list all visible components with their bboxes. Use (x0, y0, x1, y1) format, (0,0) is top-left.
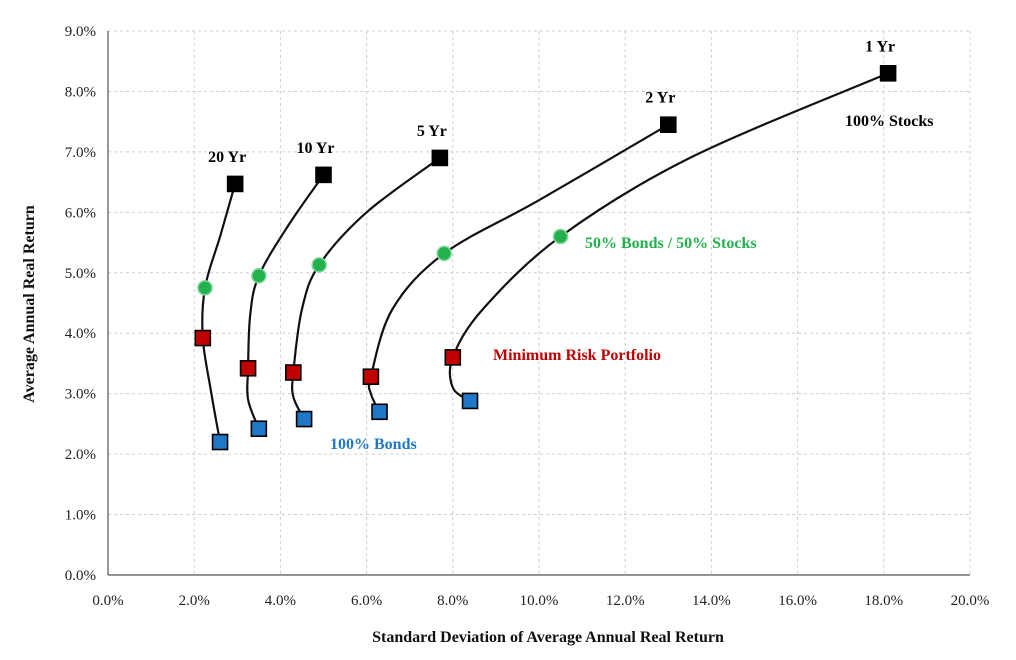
x-tick-label: 14.0% (692, 593, 731, 609)
grid-lines (108, 30, 971, 575)
x-tick-label: 12.0% (606, 593, 645, 609)
x-tick-label: 6.0% (351, 593, 382, 609)
x-tick-label: 2.0% (179, 593, 210, 609)
y-tick-label: 9.0% (65, 24, 96, 40)
y-tick-label: 2.0% (65, 447, 96, 463)
x-tick-label: 10.0% (520, 593, 559, 609)
annotation-50-50: 50% Bonds / 50% Stocks (585, 235, 757, 252)
x-tick-label: 16.0% (778, 593, 817, 609)
y-tick-label: 5.0% (65, 266, 96, 282)
horizon-label-5-yr: 5 Yr (417, 123, 447, 140)
y-tick-label: 0.0% (65, 568, 96, 584)
y-tick-label: 7.0% (65, 145, 96, 161)
mix-marker-10-yr (251, 268, 267, 284)
portfolio-markers (194, 65, 897, 451)
bonds-marker-5-yr (295, 410, 313, 428)
y-axis-title: Average Annual Real Return (21, 205, 38, 403)
stocks-marker-10-yr (315, 166, 332, 184)
bonds-marker-2-yr (371, 403, 388, 421)
mix-marker-5-yr (311, 257, 327, 273)
annotation-100-stocks: 100% Stocks (845, 113, 933, 130)
curve-2-yr (367, 123, 669, 413)
horizon-label-1-yr: 1 Yr (865, 38, 895, 55)
curve-1-yr (448, 72, 889, 402)
annotation-minimum-risk: Minimum Risk Portfolio (493, 347, 661, 364)
stocks-marker-20-yr (226, 175, 244, 193)
y-tick-label: 6.0% (65, 205, 96, 221)
horizon-label-20-yr: 20 Yr (208, 149, 246, 166)
stocks-marker-1-yr (879, 65, 897, 82)
curve-20-yr (201, 183, 237, 443)
mix-marker-1-yr (552, 228, 569, 245)
min-risk-marker-5-yr (285, 364, 302, 381)
horizon-label-2-yr: 2 Yr (645, 90, 675, 107)
bonds-marker-1-yr (461, 392, 479, 410)
horizon-label-10-yr: 10 Yr (296, 140, 334, 157)
x-tick-label: 4.0% (265, 593, 296, 609)
y-tick-label: 8.0% (65, 84, 96, 100)
min-risk-marker-10-yr (239, 359, 257, 377)
x-axis-title: Standard Deviation of Average Annual Rea… (372, 629, 724, 646)
mix-marker-2-yr (436, 245, 452, 262)
bonds-marker-20-yr (211, 433, 229, 451)
min-risk-marker-20-yr (194, 329, 212, 347)
stocks-marker-5-yr (431, 149, 449, 167)
bonds-marker-10-yr (250, 420, 268, 438)
y-tick-label: 1.0% (65, 508, 96, 524)
x-tick-label: 18.0% (864, 593, 903, 609)
curve-10-yr (246, 174, 325, 430)
x-tick-label: 20.0% (951, 593, 990, 609)
y-tick-label: 4.0% (65, 326, 96, 342)
stocks-marker-2-yr (659, 116, 677, 133)
frontier-curves (201, 72, 889, 443)
x-tick-label: 8.0% (437, 593, 468, 609)
x-tick-label: 0.0% (92, 593, 123, 609)
mix-marker-20-yr (197, 280, 213, 296)
annotation-100-bonds: 100% Bonds (330, 436, 417, 453)
horizon-labels: 1 Yr 2 Yr 5 Yr 10 Yr 20 Yr (208, 38, 895, 166)
curve-5-yr (291, 157, 441, 420)
min-risk-marker-1-yr (444, 349, 462, 366)
min-risk-marker-2-yr (362, 368, 380, 386)
y-tick-label: 3.0% (65, 387, 96, 403)
axes: 0.0% 2.0% 4.0% 6.0% 8.0% 10.0% 12.0% 14.0% 16.0%… (65, 24, 990, 609)
